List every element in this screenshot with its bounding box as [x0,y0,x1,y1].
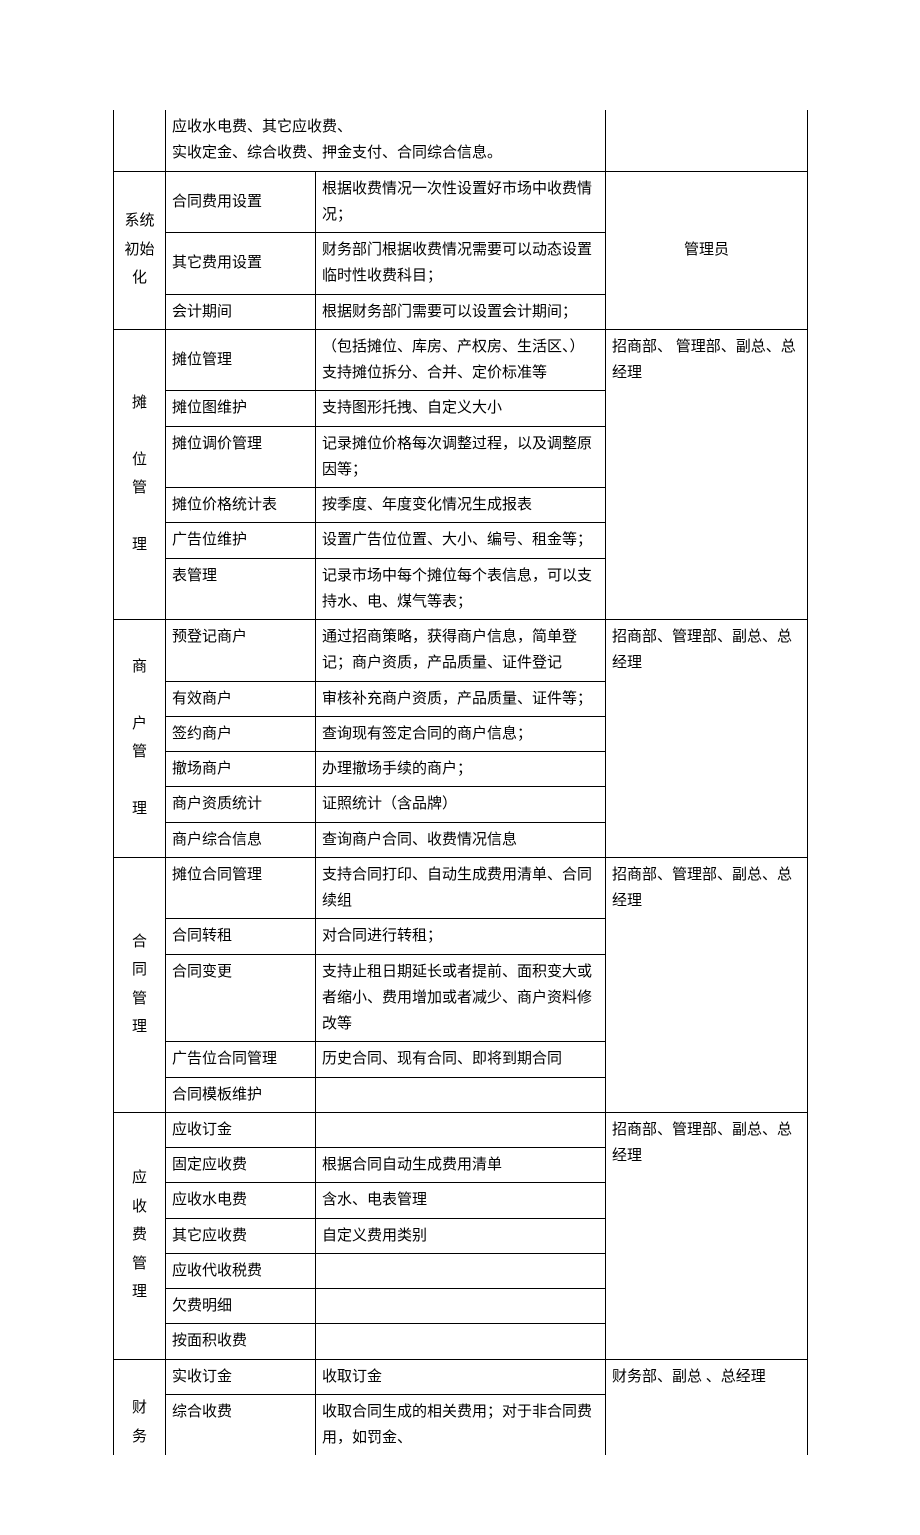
desc-cell: 收取合同生成的相关费用；对于非合同费用，如罚金、 [316,1394,606,1455]
desc-cell [316,1112,606,1147]
table-row: 应收水电费、其它应收费、 实收定金、综合收费、押金支付、合同综合信息。 [114,110,808,171]
desc-cell: 根据收费情况一次性设置好市场中收费情况； [316,171,606,233]
desc-cell: 根据合同自动生成费用清单 [316,1148,606,1183]
subfeature-cell: 摊位管理 [166,329,316,391]
module-cell-receivable: 应 收 费 管 理 [114,1112,166,1359]
module-cell-booth: 摊 位 管 理 [114,329,166,619]
subfeature-cell: 商户综合信息 [166,822,316,857]
desc-cell: 记录市场中每个摊位每个表信息，可以支持水、电、煤气等表； [316,558,606,620]
subfeature-cell: 商户资质统计 [166,787,316,822]
table-row: 应 收 费 管 理 应收订金 招商部、管理部、副总、总经理 [114,1112,808,1147]
desc-cell: 办理撤场手续的商户； [316,752,606,787]
desc-cell: （包括摊位、库房、产权房、生活区、）支持摊位拆分、合并、定价标准等 [316,329,606,391]
desc-cell: 查询商户合同、收费情况信息 [316,822,606,857]
desc-cell: 对合同进行转租； [316,919,606,954]
subfeature-cell: 摊位价格统计表 [166,488,316,523]
desc-cell: 支持止租日期延长或者提前、面积变大或者缩小、费用增加或者减少、商户资料修改等 [316,954,606,1042]
desc-cell: 查询现有签定合同的商户信息； [316,716,606,751]
desc-text: 应收水电费、其它应收费、 实收定金、综合收费、押金支付、合同综合信息。 [172,119,502,161]
desc-cell: 历史合同、现有合同、即将到期合同 [316,1042,606,1077]
subfeature-cell: 实收订金 [166,1359,316,1394]
subfeature-cell: 广告位维护 [166,523,316,558]
subfeature-cell: 签约商户 [166,716,316,751]
desc-cell: 支持图形托拽、自定义大小 [316,391,606,426]
desc-cell: 按季度、年度变化情况生成报表 [316,488,606,523]
module-cell [114,110,166,171]
desc-cell [316,1289,606,1324]
module-cell-finance: 财 务 [114,1359,166,1455]
table-row: 财 务 实收订金 收取订金 财务部、副总 、总经理 [114,1359,808,1394]
subfeature-cell: 综合收费 [166,1394,316,1455]
feature-permission-table: 应收水电费、其它应收费、 实收定金、综合收费、押金支付、合同综合信息。 系统 初… [113,110,808,1455]
subfeature-cell: 撤场商户 [166,752,316,787]
subfeature-cell: 合同模板维护 [166,1077,316,1112]
subfeature-cell: 按面积收费 [166,1324,316,1359]
desc-cell: 根据财务部门需要可以设置会计期间； [316,294,606,329]
desc-cell [316,1324,606,1359]
desc-cell: 支持合同打印、自动生成费用清单、合同续组 [316,857,606,919]
subfeature-cell: 摊位图维护 [166,391,316,426]
subfeature-cell: 合同变更 [166,954,316,1042]
desc-cell: 记录摊位价格每次调整过程，以及调整原因等； [316,426,606,488]
table-row: 商 户 管 理 预登记商户 通过招商策略，获得商户信息，简单登记；商户资质，产品… [114,620,808,682]
subfeature-cell: 会计期间 [166,294,316,329]
subfeature-cell: 固定应收费 [166,1148,316,1183]
module-cell-merchant: 商 户 管 理 [114,620,166,858]
desc-cell: 财务部门根据收费情况需要可以动态设置临时性收费科目； [316,233,606,295]
subfeature-cell: 广告位合同管理 [166,1042,316,1077]
desc-cell: 含水、电表管理 [316,1183,606,1218]
desc-cell [316,1077,606,1112]
desc-cell: 设置广告位位置、大小、编号、租金等； [316,523,606,558]
desc-cell: 应收水电费、其它应收费、 实收定金、综合收费、押金支付、合同综合信息。 [166,110,606,171]
subfeature-cell: 有效商户 [166,681,316,716]
desc-cell: 证照统计（含品牌） [316,787,606,822]
perm-cell: 招商部、管理部、副总、总经理 [606,620,808,858]
module-cell-sysinit: 系统 初始 化 [114,171,166,329]
subfeature-cell: 合同转租 [166,919,316,954]
subfeature-cell: 合同费用设置 [166,171,316,233]
perm-cell: 招商部、管理部、副总、总经理 [606,857,808,1112]
desc-cell: 通过招商策略，获得商户信息，简单登记；商户资质，产品质量、证件登记 [316,620,606,682]
desc-cell: 收取订金 [316,1359,606,1394]
subfeature-cell: 其它应收费 [166,1218,316,1253]
subfeature-cell: 摊位调价管理 [166,426,316,488]
subfeature-cell: 应收订金 [166,1112,316,1147]
desc-cell [316,1253,606,1288]
table-row: 合 同 管 理 摊位合同管理 支持合同打印、自动生成费用清单、合同续组 招商部、… [114,857,808,919]
subfeature-cell: 其它费用设置 [166,233,316,295]
desc-cell: 自定义费用类别 [316,1218,606,1253]
subfeature-cell: 预登记商户 [166,620,316,682]
subfeature-cell: 应收水电费 [166,1183,316,1218]
subfeature-cell: 应收代收税费 [166,1253,316,1288]
subfeature-cell: 欠费明细 [166,1289,316,1324]
subfeature-cell: 表管理 [166,558,316,620]
desc-cell: 审核补充商户资质，产品质量、证件等； [316,681,606,716]
perm-cell: 招商部、管理部、副总、总经理 [606,1112,808,1359]
perm-cell: 财务部、副总 、总经理 [606,1359,808,1455]
table-row: 摊 位 管 理 摊位管理 （包括摊位、库房、产权房、生活区、）支持摊位拆分、合并… [114,329,808,391]
perm-cell [606,110,808,171]
table-row: 系统 初始 化 合同费用设置 根据收费情况一次性设置好市场中收费情况； 管理员 [114,171,808,233]
subfeature-cell: 摊位合同管理 [166,857,316,919]
perm-cell: 招商部、 管理部、副总、总经理 [606,329,808,619]
perm-cell: 管理员 [606,171,808,329]
module-cell-contract: 合 同 管 理 [114,857,166,1112]
